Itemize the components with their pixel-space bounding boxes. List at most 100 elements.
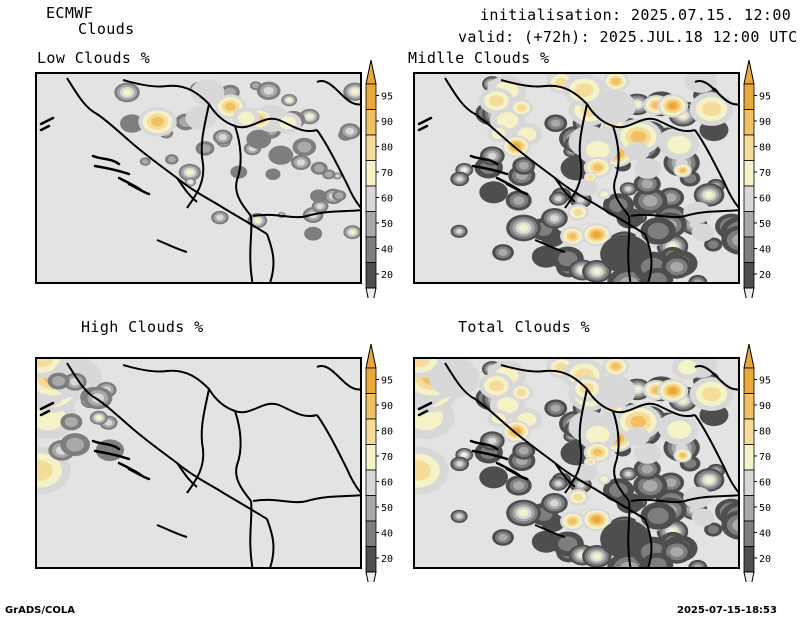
- cloud-cell: [667, 420, 692, 439]
- island: [469, 154, 499, 166]
- border-line: [266, 518, 275, 567]
- island: [93, 449, 131, 461]
- cloud-cell: [304, 226, 323, 241]
- cloud-cell: [630, 415, 647, 428]
- cloud-cell: [641, 179, 654, 189]
- cloud-cell: [665, 478, 677, 488]
- border-line: [500, 79, 696, 132]
- border-line: [252, 209, 360, 219]
- cloud-cell: [550, 404, 561, 413]
- colorbar-bottom-left: 95 90 80 70 60 50 40 20: [365, 343, 393, 582]
- colorbar-swatch: [365, 546, 377, 573]
- cloud-cell: [489, 95, 504, 107]
- model-label: ECMWF: [46, 4, 94, 22]
- colorbar-swatch: [743, 185, 755, 212]
- colorbar-label: 80: [759, 142, 771, 153]
- cloud-cell: [593, 448, 603, 456]
- colorbar-label: 95: [381, 375, 393, 386]
- cloud-cell: [456, 229, 462, 234]
- cloud-cell: [678, 360, 698, 375]
- product-label: Clouds: [78, 20, 135, 38]
- cloud-cell: [237, 111, 255, 125]
- island: [39, 116, 55, 126]
- colorbar-swatch: [743, 393, 755, 420]
- border-line: [630, 209, 738, 219]
- colorbar-swatch: [743, 469, 755, 496]
- cloud-cell: [693, 564, 702, 567]
- cloud-cell: [489, 380, 504, 392]
- border-line: [694, 129, 738, 209]
- border-line: [534, 239, 566, 253]
- cloud-cell: [592, 231, 601, 238]
- colorbar-swatch: [365, 444, 377, 471]
- colorbar-arrow-top: [743, 343, 755, 369]
- cloud-cell: [642, 195, 658, 207]
- cloud-cell: [668, 102, 677, 110]
- cloud-cell: [693, 279, 702, 282]
- border-line: [627, 500, 632, 567]
- island: [91, 439, 121, 451]
- cloud-cell: [665, 193, 677, 203]
- cloud-cell: [585, 425, 610, 445]
- low-clouds-map: [39, 77, 360, 282]
- border-line: [534, 524, 566, 538]
- cloud-cell: [216, 214, 224, 221]
- colorbar-label: 60: [759, 193, 771, 204]
- colorbar-label: 90: [759, 401, 771, 412]
- cloud-cell: [141, 159, 149, 165]
- cloud-cell: [630, 130, 647, 143]
- cloud-cell: [732, 519, 738, 532]
- cloud-cell: [297, 141, 312, 153]
- cloud-cell: [555, 481, 562, 487]
- island: [39, 124, 51, 132]
- cloud-cell: [122, 89, 132, 96]
- cloud-cell: [496, 112, 519, 129]
- colorbar-label: 50: [381, 503, 393, 514]
- cloud-cell: [513, 481, 525, 490]
- cloud-cell: [573, 208, 583, 217]
- colorbar-label: 50: [759, 503, 771, 514]
- cloud-cell: [592, 268, 601, 275]
- cloud-cell: [334, 192, 344, 199]
- colorbar-swatch: [365, 393, 377, 420]
- cloud-cell: [684, 74, 718, 93]
- cloud-cell: [560, 440, 593, 466]
- colorbar-label: 20: [759, 554, 771, 565]
- island: [505, 467, 529, 481]
- cloud-cell: [549, 499, 559, 507]
- border-line: [122, 364, 318, 417]
- colorbar-swatch: [743, 546, 755, 573]
- cloud-cell: [516, 103, 527, 112]
- cloud-cell: [691, 508, 715, 527]
- cloud-cell: [592, 553, 601, 560]
- border-line: [186, 388, 210, 494]
- cloud-cell: [345, 127, 355, 135]
- colorbar-label: 60: [759, 477, 771, 488]
- cloud-cell: [37, 460, 53, 481]
- cloud-cell: [592, 516, 601, 523]
- colorbar-label: 50: [381, 219, 393, 230]
- colorbar-label: 40: [759, 244, 771, 255]
- cloud-cell: [555, 196, 562, 202]
- colorbar-swatch: [365, 236, 377, 263]
- cloud-cell: [254, 218, 261, 224]
- border-line: [444, 77, 646, 235]
- cloud-cell: [496, 397, 519, 414]
- cloud-cell: [702, 386, 721, 402]
- cloud-cell: [488, 152, 497, 160]
- map-panel-low: [35, 72, 362, 284]
- colorbar-label: 20: [759, 270, 771, 281]
- colorbar-label: 70: [759, 452, 771, 463]
- cloud-cell: [641, 464, 654, 474]
- colorbar-swatch: [365, 185, 377, 212]
- cloud-cell: [642, 480, 658, 492]
- cloud-cell: [554, 362, 568, 373]
- colorbar-label: 70: [759, 168, 771, 179]
- cloud-cell: [224, 87, 236, 97]
- cloud-cell: [488, 437, 497, 445]
- colorbar-arrow-top: [365, 59, 377, 85]
- colorbar-arrow-top: [365, 343, 377, 369]
- colorbar-bottom-right: 95 90 80 70 60 50 40 20: [743, 343, 771, 582]
- colorbar-swatch: [743, 495, 755, 522]
- border-line: [444, 362, 646, 520]
